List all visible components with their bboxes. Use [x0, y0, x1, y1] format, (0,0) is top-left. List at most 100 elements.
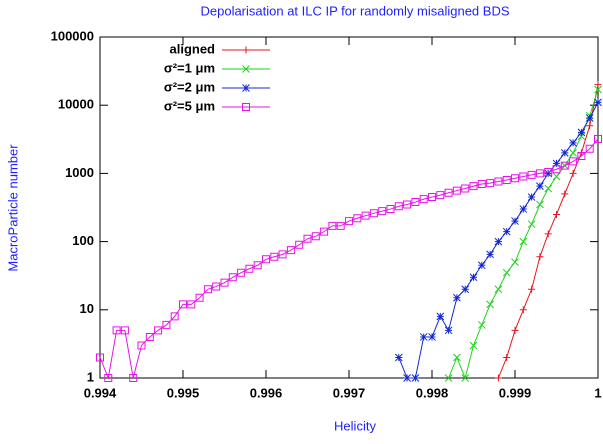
data-point	[536, 253, 544, 261]
data-point	[552, 172, 561, 181]
data-point	[544, 230, 552, 238]
data-point	[345, 217, 353, 226]
data-point	[494, 177, 503, 186]
data-point	[369, 209, 378, 218]
data-point	[585, 144, 594, 153]
y-tick-label: 1000	[65, 165, 94, 180]
legend-label: aligned	[169, 41, 215, 56]
data-point	[353, 214, 362, 223]
data-point	[586, 122, 594, 130]
data-point	[486, 179, 495, 188]
data-point	[553, 210, 560, 218]
data-point	[444, 374, 453, 382]
data-point	[477, 321, 486, 329]
data-point	[594, 81, 602, 89]
data-point	[253, 261, 262, 270]
data-point	[419, 195, 428, 204]
data-point	[528, 285, 536, 293]
data-point	[519, 237, 528, 246]
legend-marker	[242, 46, 250, 54]
data-point	[527, 170, 536, 179]
data-point	[577, 132, 586, 141]
data-point	[195, 293, 204, 302]
data-point	[544, 167, 553, 176]
data-point	[594, 98, 602, 107]
data-point	[328, 221, 337, 230]
data-point	[137, 341, 146, 350]
data-point	[461, 374, 470, 382]
data-point	[594, 134, 602, 143]
data-point	[336, 221, 345, 230]
data-point	[552, 159, 561, 168]
x-tick-label: 0.994	[84, 385, 117, 400]
data-point	[535, 169, 544, 178]
data-point	[154, 326, 163, 335]
data-point	[477, 179, 486, 188]
data-point	[569, 139, 577, 147]
data-point	[262, 255, 270, 264]
data-point	[228, 273, 237, 282]
data-point	[544, 169, 553, 178]
data-point	[453, 293, 461, 302]
data-point	[444, 188, 453, 197]
data-point	[378, 207, 387, 216]
data-point	[527, 193, 536, 201]
data-point	[569, 157, 578, 166]
data-point	[477, 261, 486, 270]
data-point	[594, 85, 602, 94]
x-tick-label: 0.998	[416, 385, 449, 400]
data-point	[394, 202, 403, 211]
y-tick-label: 10	[80, 301, 94, 316]
legend-label: σ²=5 μm	[164, 98, 215, 113]
data-point	[577, 128, 586, 137]
data-point	[295, 240, 304, 249]
data-point	[203, 285, 212, 294]
data-point	[536, 200, 544, 209]
x-tick-label: 0.996	[250, 385, 283, 400]
legend-marker	[242, 103, 250, 111]
legend-marker	[242, 65, 250, 73]
data-point	[179, 300, 187, 309]
data-point	[511, 217, 519, 225]
data-point	[560, 149, 569, 157]
data-point	[585, 114, 594, 122]
data-point	[411, 198, 420, 207]
data-point	[577, 151, 586, 160]
data-point	[96, 353, 104, 362]
data-point	[286, 246, 295, 255]
legend-marker	[242, 84, 250, 92]
data-point	[320, 227, 329, 236]
data-point	[561, 190, 569, 198]
data-point	[461, 184, 470, 193]
data-point	[469, 341, 478, 350]
data-point	[411, 374, 420, 382]
data-point	[536, 182, 544, 191]
y-tick-label: 1	[87, 369, 94, 384]
legend-label: σ²=2 μm	[164, 79, 215, 94]
x-tick-label: 0.999	[499, 385, 532, 400]
data-point	[403, 200, 412, 209]
data-point	[237, 268, 246, 277]
data-point	[436, 312, 445, 321]
series-line	[99, 138, 599, 380]
data-point	[511, 326, 519, 334]
data-point	[452, 186, 461, 195]
y-tick-label: 100000	[51, 28, 94, 43]
y-tick-label: 10000	[58, 97, 94, 112]
data-point	[494, 237, 503, 246]
data-point	[303, 234, 312, 243]
data-point	[428, 193, 436, 202]
legend-label: σ²=1 μm	[164, 60, 215, 75]
data-point	[311, 232, 320, 241]
x-tick-label: 0.995	[167, 385, 200, 400]
chart-title: Depolarisation at ILC IP for randomly mi…	[200, 3, 509, 18]
data-point	[270, 252, 279, 261]
data-point	[511, 174, 519, 183]
data-point	[145, 332, 154, 341]
data-point	[419, 333, 428, 341]
data-point	[403, 374, 411, 382]
data-point	[486, 300, 494, 309]
data-point	[544, 184, 553, 193]
data-point	[519, 306, 527, 314]
